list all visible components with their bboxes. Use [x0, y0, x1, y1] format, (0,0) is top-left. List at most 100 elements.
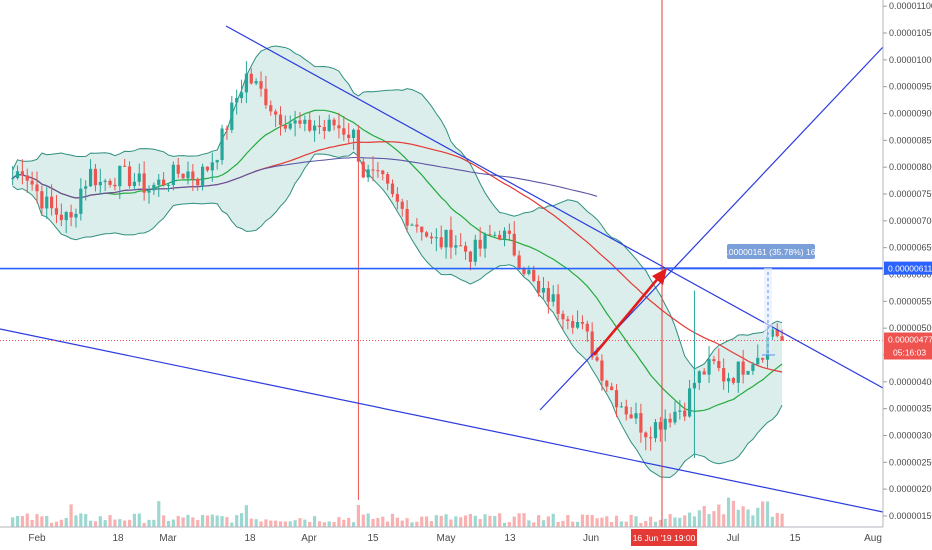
candle-body	[113, 184, 117, 187]
volume-bar	[361, 514, 365, 527]
candle-body	[653, 422, 658, 439]
candle-body	[507, 230, 511, 234]
candle-body	[683, 410, 687, 417]
volume-bar	[532, 522, 536, 527]
candle-body	[746, 370, 750, 375]
candle-body	[502, 230, 507, 240]
price-line-badge	[884, 261, 932, 275]
volume-bar	[658, 519, 662, 527]
volume-bar	[147, 519, 151, 527]
volume-bar	[717, 504, 721, 527]
volume-bar	[118, 519, 122, 527]
volume-bar	[775, 512, 779, 527]
candle-body	[166, 184, 171, 186]
volume-bar	[152, 519, 156, 527]
volume-bar	[488, 515, 492, 527]
x-tick-label: Jun	[583, 533, 599, 544]
candle-body	[123, 165, 127, 167]
candle-body	[590, 331, 594, 358]
candle-body	[780, 336, 784, 341]
candle-body	[741, 361, 745, 375]
candle-body	[434, 237, 438, 239]
candle-body	[488, 234, 492, 236]
candle-body	[69, 212, 73, 218]
volume-bar	[317, 521, 322, 527]
ma-blue-line	[12, 156, 598, 199]
candle-body	[454, 245, 458, 248]
candle-body	[303, 119, 307, 124]
volume-bar	[220, 516, 224, 527]
candle-body	[605, 380, 609, 387]
volume-bar	[522, 513, 526, 527]
volume-bar	[687, 512, 692, 527]
candle-body	[20, 171, 24, 176]
volume-bar	[517, 513, 521, 527]
volume-bar	[780, 513, 784, 527]
candle-body	[624, 406, 628, 415]
candle-body	[386, 174, 390, 184]
candle-body	[449, 229, 453, 248]
volume-bar	[585, 514, 589, 527]
candle-body	[390, 183, 395, 195]
candle-body	[580, 321, 585, 324]
candle-body	[444, 229, 448, 248]
x-tick-label: Feb	[28, 533, 46, 544]
candle-body	[429, 236, 434, 239]
candle-body	[351, 129, 356, 138]
candle-body	[79, 188, 83, 214]
volume-bar	[308, 521, 312, 527]
candle-body	[312, 125, 317, 131]
volume-bar	[507, 522, 511, 527]
volume-bar	[595, 518, 599, 527]
volume-bar	[546, 516, 550, 527]
volume-bar	[756, 507, 760, 527]
volume-bar	[269, 520, 273, 527]
volume-bar	[600, 517, 604, 527]
candle-body	[478, 239, 482, 249]
candle-body	[712, 359, 716, 362]
candle-body	[770, 329, 774, 337]
candle-body	[585, 323, 589, 332]
candle-body	[269, 105, 273, 112]
volume-bar	[88, 520, 93, 527]
candle-body	[259, 81, 263, 89]
candle-body	[274, 111, 278, 115]
candle-body	[546, 288, 550, 302]
candle-body	[717, 361, 721, 369]
volume-bar	[751, 515, 755, 527]
volume-bar	[332, 522, 336, 527]
candle-body	[215, 160, 219, 163]
candle-body	[288, 123, 292, 129]
candle-body	[726, 378, 731, 382]
x-axis-ticks: Feb 18 Mar 18 Apr 15 May 13 Jun Jul 15 Aug	[28, 533, 882, 544]
volume-bar	[347, 517, 351, 527]
candle-body	[420, 226, 424, 233]
candle-body	[210, 162, 214, 171]
volume-bar	[84, 514, 88, 527]
volume-bar	[639, 522, 643, 527]
volume-bar	[678, 517, 682, 527]
volume-bar	[298, 518, 302, 527]
volume-bar	[541, 520, 546, 527]
volume-bar	[157, 501, 161, 527]
candle-body	[459, 245, 463, 247]
candle-body	[147, 190, 151, 193]
projection-arrow	[593, 275, 661, 356]
volume-bar	[322, 522, 326, 527]
y-tick-label: 0.00000750	[889, 189, 932, 199]
candle-body	[30, 180, 34, 185]
volume-bar	[244, 505, 249, 527]
volume-bar	[274, 520, 278, 527]
y-tick-label: 0.00000300	[889, 430, 932, 440]
volume-bar	[312, 516, 317, 527]
volume-bar	[166, 520, 171, 527]
candle-body	[366, 169, 370, 178]
candle-body	[483, 234, 487, 249]
y-tick-label: 0.00000400	[889, 377, 932, 387]
y-tick-label: 0.00001000	[889, 55, 932, 65]
volume-bar	[770, 516, 774, 527]
volume-bar	[30, 519, 34, 527]
volume-bar	[196, 520, 200, 527]
candle-body	[561, 313, 565, 320]
